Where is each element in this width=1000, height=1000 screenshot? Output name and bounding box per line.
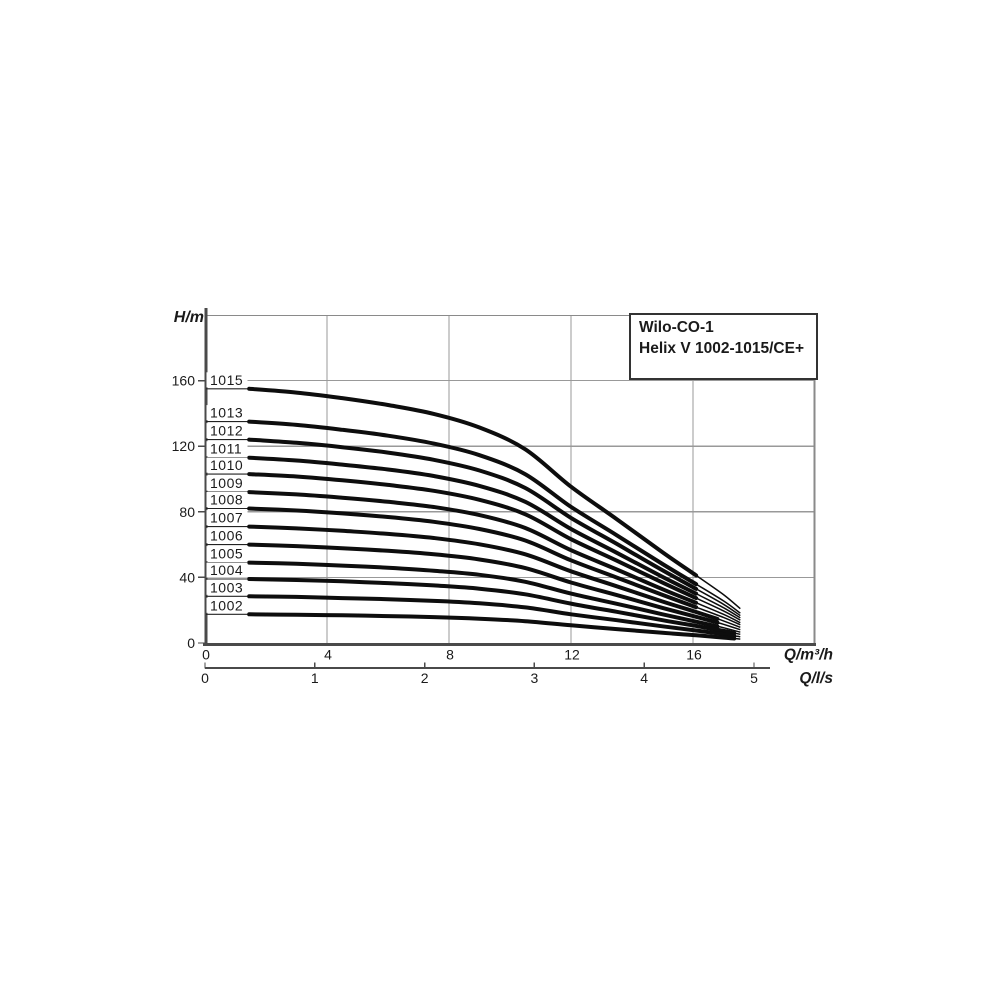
x2-tick-label-5: 5 <box>750 670 758 686</box>
y-tick-label-40: 40 <box>179 569 195 585</box>
x-tick-label-8: 8 <box>446 647 454 663</box>
curve-label-1008: 1008 <box>210 492 243 508</box>
curve-label-1012: 1012 <box>210 423 243 439</box>
curve-label-mask-1002 <box>206 597 248 613</box>
y-axis-title: H/m <box>174 309 204 326</box>
x-tick-label-4: 4 <box>324 647 332 663</box>
curve-label-1007: 1007 <box>210 510 243 526</box>
curve-label-1004: 1004 <box>210 562 243 578</box>
curve-label-1011: 1011 <box>210 441 242 457</box>
y-tick-label-160: 160 <box>172 373 196 389</box>
curve-label-mask-1005 <box>206 546 248 562</box>
y-tick-label-0: 0 <box>187 635 195 651</box>
pump-curve-1013-tail <box>695 583 741 614</box>
x2-tick-label-1: 1 <box>311 670 319 686</box>
pump-curve-1011-tail <box>695 592 741 619</box>
pump-curve-1006 <box>247 542 720 625</box>
pump-curve-1010 <box>247 472 699 601</box>
pump-curve-1003 <box>247 594 737 638</box>
y-tick-label-80: 80 <box>179 504 195 520</box>
x-tick-label-16: 16 <box>686 647 702 663</box>
pump-curve-1007 <box>247 524 720 621</box>
curve-label-mask-1008 <box>206 492 248 507</box>
chart-title-box: Wilo-CO-1 Helix V 1002-1015/CE+ <box>629 313 818 380</box>
pump-curve-1013 <box>247 419 699 587</box>
x2-tick-label-2: 2 <box>421 670 429 686</box>
curve-label-mask-1009 <box>206 475 248 491</box>
curve-label-1002: 1002 <box>210 597 243 613</box>
x-tick-label-0: 0 <box>202 647 210 663</box>
pump-curve-1012 <box>247 437 699 591</box>
y-tick-label-120: 120 <box>172 438 196 454</box>
curve-label-mask-1011 <box>206 441 248 457</box>
x2-tick-label-3: 3 <box>531 670 539 686</box>
curve-label-1006: 1006 <box>210 528 243 544</box>
curve-label-1005: 1005 <box>210 546 243 562</box>
curve-label-mask-1012 <box>206 423 248 439</box>
pump-curve-1009-tail <box>695 602 741 624</box>
curve-label-mask-1003 <box>206 579 248 595</box>
curve-label-mask-1004 <box>206 562 248 578</box>
curve-label-mask-1010 <box>206 457 248 473</box>
x2-tick-label-4: 4 <box>640 670 648 686</box>
curve-label-1010: 1010 <box>210 457 243 473</box>
curve-label-1003: 1003 <box>210 579 243 595</box>
curve-label-1009: 1009 <box>210 475 243 491</box>
x2-tick-label-0: 0 <box>201 670 209 686</box>
curve-label-1015: 1015 <box>210 372 243 388</box>
curve-label-mask-1006 <box>206 528 248 544</box>
curve-label-mask-1013 <box>206 405 248 421</box>
pump-curve-1015-tail <box>695 574 741 610</box>
curve-label-mask-1015 <box>206 372 248 388</box>
pump-curve-1011 <box>247 455 699 596</box>
pump-curve-1004 <box>247 577 737 636</box>
pump-curve-1012-tail <box>695 588 741 617</box>
curve-label-1013: 1013 <box>210 405 243 421</box>
pump-curve-1008 <box>247 506 699 610</box>
chart-title-line1: Wilo-CO-1 <box>639 319 714 336</box>
x2-axis-title: Q/l/s <box>799 670 833 687</box>
chart-title-line2: Helix V 1002-1015/CE+ <box>639 339 805 357</box>
pump-curve-1010-tail <box>695 597 741 621</box>
pump-curve-1008-tail <box>695 606 741 626</box>
x-axis-title: Q/m³/h <box>784 647 833 664</box>
curve-label-mask-1007 <box>206 510 248 526</box>
pump-curve-1009 <box>247 490 699 605</box>
x-tick-label-12: 12 <box>564 647 580 663</box>
pump-curve-1002 <box>247 612 737 641</box>
pump-curve-1005 <box>247 560 720 629</box>
pump-curve-1015 <box>247 386 699 578</box>
